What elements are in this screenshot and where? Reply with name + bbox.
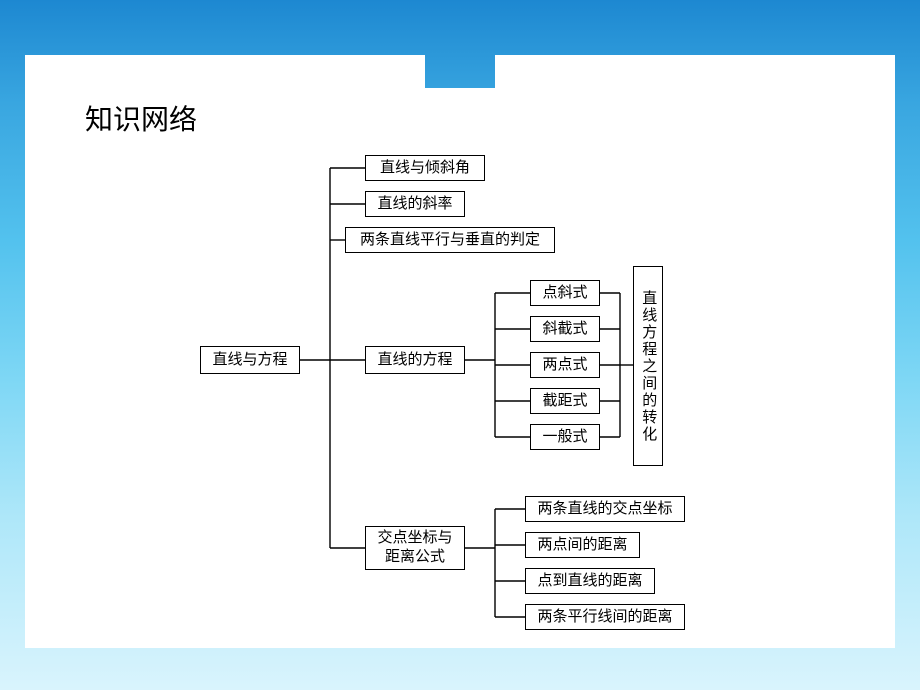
node-point-slope: 点斜式 — [530, 280, 600, 306]
node-intersection-distance: 交点坐标与 距离公式 — [365, 526, 465, 570]
node-parallel-perp: 两条直线平行与垂直的判定 — [345, 227, 555, 253]
node-two-point: 两点式 — [530, 352, 600, 378]
node-slope-intercept: 斜截式 — [530, 316, 600, 342]
content-panel: 知识网络 — [25, 88, 895, 648]
node-incline-angle: 直线与倾斜角 — [365, 155, 485, 181]
node-slope: 直线的斜率 — [365, 191, 465, 217]
node-transform: 直线方程之间的转化 — [633, 266, 663, 466]
node-root: 直线与方程 — [200, 346, 300, 374]
node-intersection-coord: 两条直线的交点坐标 — [525, 496, 685, 522]
node-two-point-distance: 两点间的距离 — [525, 532, 640, 558]
node-parallel-distance: 两条平行线间的距离 — [525, 604, 685, 630]
node-intercept: 截距式 — [530, 388, 600, 414]
node-point-line-distance: 点到直线的距离 — [525, 568, 655, 594]
node-line-equation: 直线的方程 — [365, 346, 465, 374]
node-general: 一般式 — [530, 424, 600, 450]
slide-background: 知识网络 — [0, 0, 920, 690]
